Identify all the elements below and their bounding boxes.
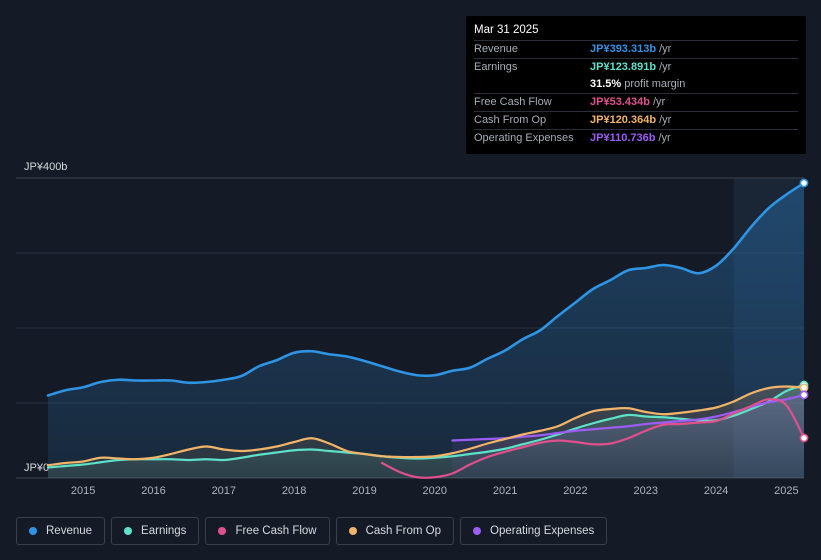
x-tick-label: 2015 [71, 485, 95, 497]
legend: Revenue Earnings Free Cash Flow Cash Fro… [16, 517, 608, 545]
y-axis-zero-label: JP¥0 [24, 462, 49, 474]
x-tick-label: 2018 [282, 485, 306, 497]
tooltip-unit: /yr [652, 96, 666, 108]
legend-item-cash-from-op[interactable]: Cash From Op [335, 517, 455, 545]
tooltip-unit: profit margin [624, 78, 686, 90]
tooltip-value: 31.5% [590, 78, 622, 90]
tooltip-unit: /yr [659, 61, 672, 73]
x-tick-label: 2025 [774, 485, 798, 497]
tooltip-unit: /yr [659, 114, 672, 126]
opex-area [452, 394, 804, 478]
tooltip-label: Free Cash Flow [474, 96, 552, 108]
tooltip-row-revenue: Revenue JP¥393.313b /yr [474, 40, 798, 58]
earnings-dot-icon [124, 527, 133, 535]
tooltip-unit: /yr [658, 132, 671, 144]
x-tick-label: 2019 [352, 485, 376, 497]
revenue-area [48, 183, 804, 478]
legend-label: Operating Expenses [490, 525, 595, 537]
cfo-line [46, 385, 806, 467]
cash-from-op-dot-icon [348, 527, 357, 535]
free-cash-flow-dot-icon [218, 527, 227, 535]
legend-item-free-cash-flow[interactable]: Free Cash Flow [205, 517, 330, 545]
tooltip-value: JP¥110.736b [590, 132, 656, 144]
legend-label: Earnings [141, 525, 187, 537]
tooltip-label: Operating Expenses [474, 132, 574, 144]
tooltip-panel: Mar 31 2025 Revenue JP¥393.313b /yr Earn… [466, 16, 806, 154]
fcf-end-marker [799, 433, 809, 443]
tooltip-row-profit-margin: 31.5% profit margin [474, 76, 798, 93]
revenue-end-marker [799, 178, 809, 188]
x-tick-label: 2020 [423, 485, 447, 497]
x-tick-label: 2022 [563, 485, 587, 497]
legend-item-earnings[interactable]: Earnings [111, 517, 200, 545]
revenue-line [46, 181, 806, 397]
tooltip-row-cash-from-op: Cash From Op JP¥120.364b /yr [474, 111, 798, 129]
opex-end-marker [799, 390, 809, 400]
x-tick-label: 2024 [704, 485, 728, 497]
cfo-end-marker [799, 383, 809, 393]
x-tick-label: 2021 [493, 485, 517, 497]
fcf-line [380, 398, 806, 479]
tooltip-label: Earnings [474, 61, 518, 73]
y-axis-max-label: JP¥400b [24, 161, 67, 173]
tooltip-value: JP¥53.434b [590, 96, 650, 108]
tooltip-label [474, 76, 590, 93]
legend-label: Revenue [46, 525, 93, 537]
tooltip-row-free-cash-flow: Free Cash Flow JP¥53.434b /yr [474, 93, 798, 111]
x-tick-label: 2016 [141, 485, 165, 497]
legend-item-revenue[interactable]: Revenue [16, 517, 106, 545]
legend-item-operating-expenses[interactable]: Operating Expenses [460, 517, 608, 545]
legend-label: Free Cash Flow [235, 525, 317, 537]
operating-expenses-dot-icon [473, 527, 482, 535]
tooltip-value: JP¥393.313b [590, 43, 657, 55]
x-tick-label: 2017 [212, 485, 236, 497]
tooltip-value: JP¥120.364b [590, 114, 657, 126]
tooltip-unit: /yr [659, 43, 672, 55]
legend-label: Cash From Op [365, 525, 442, 537]
tooltip-label: Revenue [474, 43, 519, 55]
revenue-dot-icon [29, 527, 37, 535]
x-tick-label: 2023 [634, 485, 658, 497]
tooltip-row-operating-expenses: Operating Expenses JP¥110.736b /yr [474, 129, 798, 147]
tooltip-label: Cash From Op [474, 114, 547, 126]
tooltip-row-earnings: Earnings JP¥123.891b /yr [474, 58, 798, 76]
tooltip-value: JP¥123.891b [590, 61, 657, 73]
tooltip-date: Mar 31 2025 [474, 24, 539, 36]
earnings-line [46, 383, 806, 469]
